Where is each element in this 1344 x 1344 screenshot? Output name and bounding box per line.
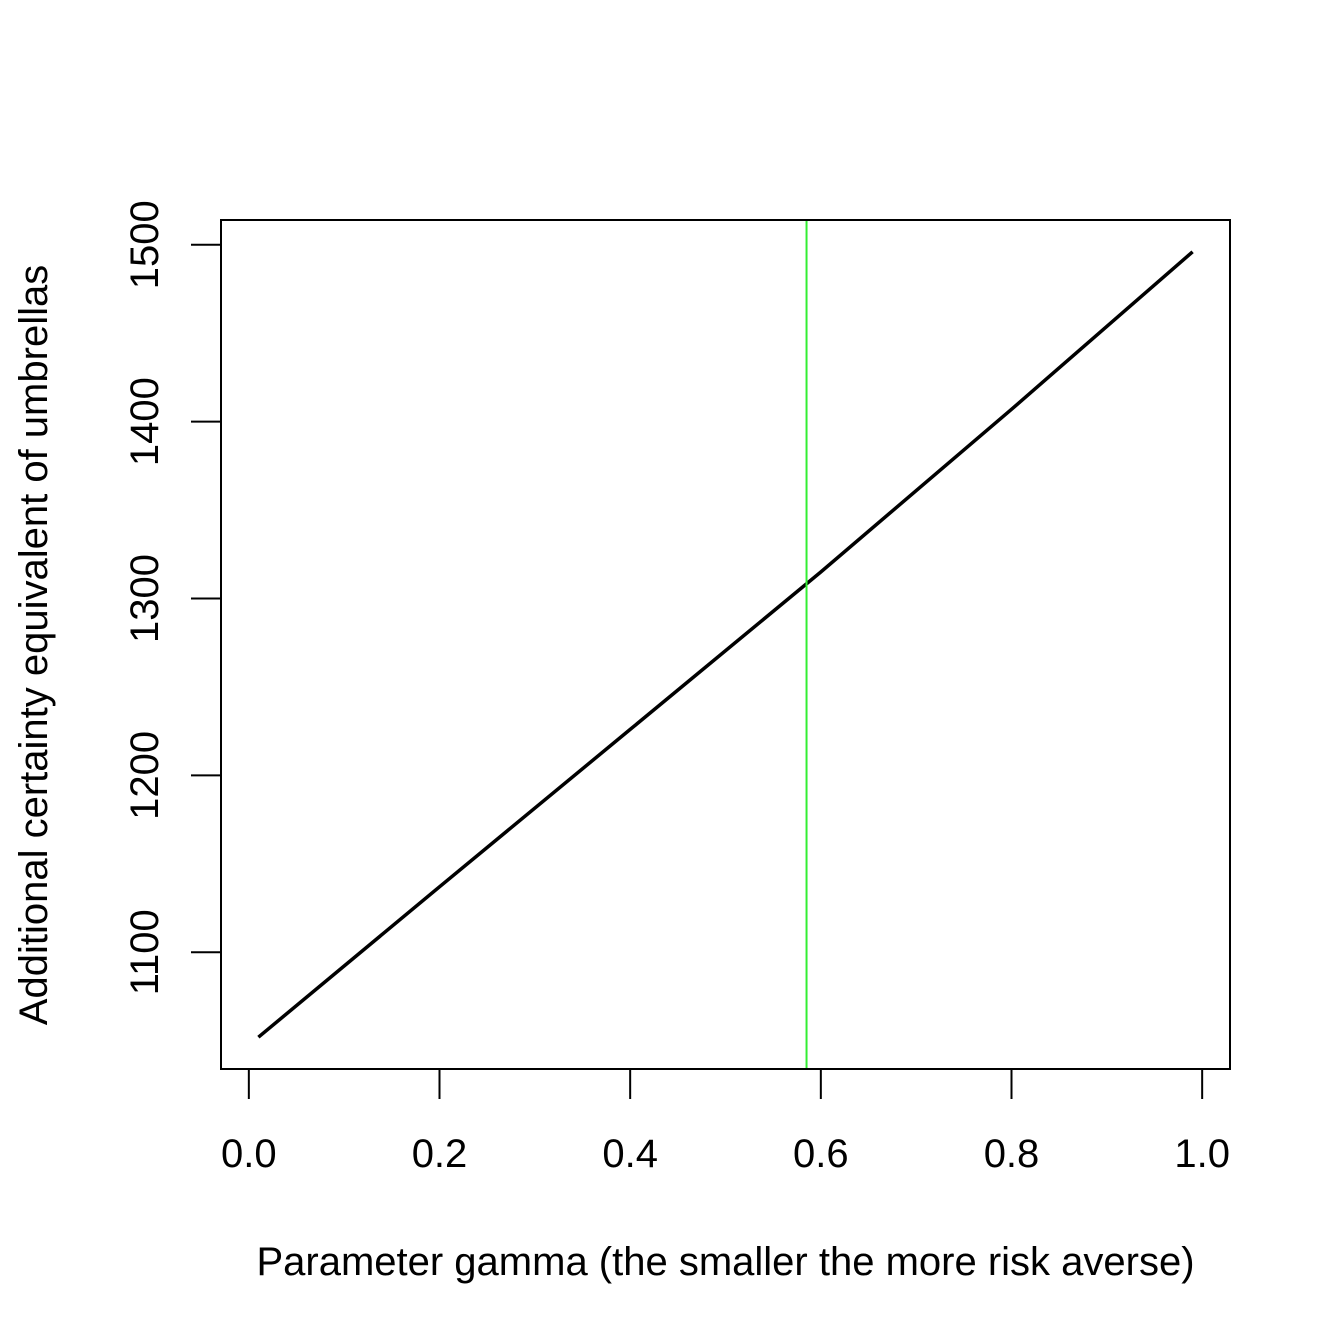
y-axis-label: Additional certainty equivalent of umbre… xyxy=(12,265,56,1025)
plot-frame xyxy=(220,219,1231,1070)
y-axis: 1100 1200 1300 1400 1500 xyxy=(123,200,222,995)
x-tick-label: 0.8 xyxy=(984,1132,1040,1176)
x-tick-label: 0.2 xyxy=(412,1132,468,1176)
series-line xyxy=(257,250,1194,1039)
x-tick-label: 0.6 xyxy=(793,1132,849,1176)
x-tick-label: 0.4 xyxy=(602,1132,658,1176)
y-tick-label: 1400 xyxy=(123,377,167,466)
x-tick-label: 0.0 xyxy=(221,1132,277,1176)
x-axis: 0.0 0.2 0.4 0.6 0.8 1.0 xyxy=(221,1068,1230,1176)
x-axis-label: Parameter gamma (the smaller the more ri… xyxy=(256,1240,1194,1284)
plot-area xyxy=(257,220,1194,1069)
y-tick-label: 1300 xyxy=(123,554,167,643)
y-tick-label: 1500 xyxy=(123,200,167,289)
x-tick-label: 1.0 xyxy=(1174,1132,1230,1176)
y-tick-label: 1200 xyxy=(123,731,167,820)
y-tick-label: 1100 xyxy=(123,909,167,995)
